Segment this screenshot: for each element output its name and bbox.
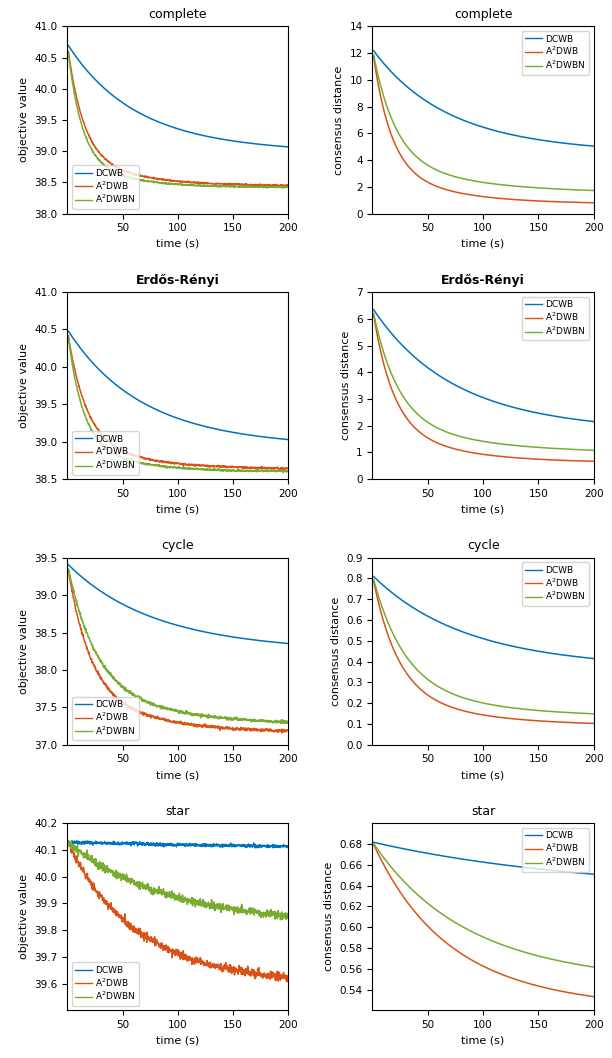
Title: star: star: [166, 805, 190, 818]
Y-axis label: objective value: objective value: [19, 608, 29, 694]
X-axis label: time (s): time (s): [156, 239, 200, 249]
X-axis label: time (s): time (s): [461, 505, 505, 514]
Y-axis label: consensus distance: consensus distance: [334, 66, 344, 175]
Y-axis label: objective value: objective value: [19, 343, 29, 428]
Y-axis label: objective value: objective value: [19, 77, 29, 163]
X-axis label: time (s): time (s): [461, 770, 505, 780]
Legend: DCWB, A$^2$DWB, A$^2$DWBN: DCWB, A$^2$DWB, A$^2$DWBN: [521, 296, 589, 341]
Legend: DCWB, A$^2$DWB, A$^2$DWBN: DCWB, A$^2$DWB, A$^2$DWBN: [72, 165, 140, 209]
Legend: DCWB, A$^2$DWB, A$^2$DWBN: DCWB, A$^2$DWB, A$^2$DWBN: [521, 31, 589, 75]
Y-axis label: objective value: objective value: [19, 874, 29, 960]
Y-axis label: consensus distance: consensus distance: [341, 331, 351, 440]
Title: star: star: [471, 805, 495, 818]
Legend: DCWB, A$^2$DWB, A$^2$DWBN: DCWB, A$^2$DWB, A$^2$DWBN: [521, 827, 589, 872]
Legend: DCWB, A$^2$DWB, A$^2$DWBN: DCWB, A$^2$DWB, A$^2$DWBN: [72, 962, 140, 1006]
X-axis label: time (s): time (s): [156, 770, 200, 780]
X-axis label: time (s): time (s): [461, 1036, 505, 1045]
Legend: DCWB, A$^2$DWB, A$^2$DWBN: DCWB, A$^2$DWB, A$^2$DWBN: [521, 562, 589, 606]
Legend: DCWB, A$^2$DWB, A$^2$DWBN: DCWB, A$^2$DWB, A$^2$DWBN: [72, 696, 140, 741]
Legend: DCWB, A$^2$DWB, A$^2$DWBN: DCWB, A$^2$DWB, A$^2$DWBN: [72, 431, 140, 475]
Title: complete: complete: [149, 8, 207, 21]
Title: Erdős-Rényi: Erdős-Rényi: [441, 274, 525, 287]
Title: cycle: cycle: [162, 540, 194, 552]
X-axis label: time (s): time (s): [461, 239, 505, 249]
X-axis label: time (s): time (s): [156, 505, 200, 514]
Y-axis label: consensus distance: consensus distance: [324, 862, 334, 971]
Title: cycle: cycle: [467, 540, 499, 552]
Y-axis label: consensus distance: consensus distance: [330, 597, 341, 706]
X-axis label: time (s): time (s): [156, 1036, 200, 1045]
Title: Erdős-Rényi: Erdős-Rényi: [136, 274, 220, 287]
Title: complete: complete: [454, 8, 512, 21]
